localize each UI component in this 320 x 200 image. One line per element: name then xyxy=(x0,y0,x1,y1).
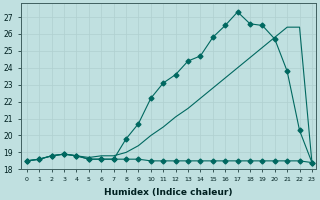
X-axis label: Humidex (Indice chaleur): Humidex (Indice chaleur) xyxy=(104,188,232,197)
